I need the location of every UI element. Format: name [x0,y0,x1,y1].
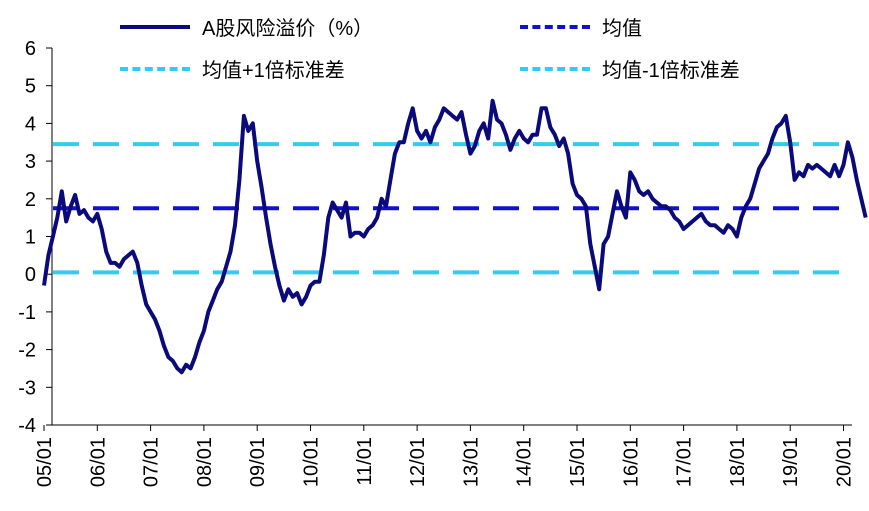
x-tick-label-3: 08/01 [194,437,216,487]
legend-swatch-0 [120,24,190,29]
x-tick-label-7: 12/01 [407,437,429,487]
x-tick-label-8: 13/01 [460,437,482,487]
y-tick-label-2: -2 [18,340,36,362]
x-tick-label-1: 06/01 [87,437,109,487]
legend-item-0: A股风险溢价（%） [120,12,373,41]
x-tick-label-0: 05/01 [34,437,56,487]
x-tick-label-14: 19/01 [780,437,802,487]
legend-label-2: 均值+1倍标准差 [202,60,345,82]
y-tick-label-0: -4 [18,415,36,437]
y-tick-label-7: 3 [25,151,36,173]
y-tick-label-10: 6 [25,38,36,60]
x-tick-label-12: 17/01 [674,437,696,487]
x-tick-label-4: 09/01 [247,437,269,487]
y-tick-label-9: 5 [25,76,36,98]
reference-lines [53,142,852,275]
series-line-0 [42,98,868,375]
y-tick-label-3: -1 [18,302,36,324]
x-tick-label-15: 20/01 [834,437,856,487]
y-tick-label-5: 1 [25,227,36,249]
legend-label-3: 均值-1倍标准差 [602,60,740,82]
x-tick-label-6: 11/01 [354,437,376,486]
y-tick-label-1: -3 [18,377,36,399]
legend-item-2: 均值+1倍标准差 [120,54,345,83]
legend-swatch-2 [120,66,190,71]
x-tick-label-9: 14/01 [514,437,536,487]
legend-item-3: 均值-1倍标准差 [520,54,740,83]
x-tick-label-13: 18/01 [727,437,749,487]
x-tick-label-11: 16/01 [620,437,642,487]
y-axis: -4 -3 -2 -1 0 1 2 3 4 5 6 [18,38,53,437]
y-tick-label-6: 2 [25,189,36,211]
legend-label-1: 均值 [602,18,642,40]
legend-item-1: 均值 [520,12,642,41]
legend-swatch-1 [520,24,590,29]
y-tick-label-8: 4 [25,113,36,135]
series-lines [42,98,868,375]
x-tick-label-2: 07/01 [141,437,163,487]
legend-swatch-3 [520,66,590,71]
x-tick-label-10: 15/01 [567,437,589,487]
x-tick-label-5: 10/01 [301,437,323,487]
legend-label-0: A股风险溢价（%） [202,18,374,40]
x-axis: 05/01 06/01 07/01 08/01 09/01 10/01 11/01 12/01… [34,424,856,487]
y-tick-label-4: 0 [25,264,36,286]
